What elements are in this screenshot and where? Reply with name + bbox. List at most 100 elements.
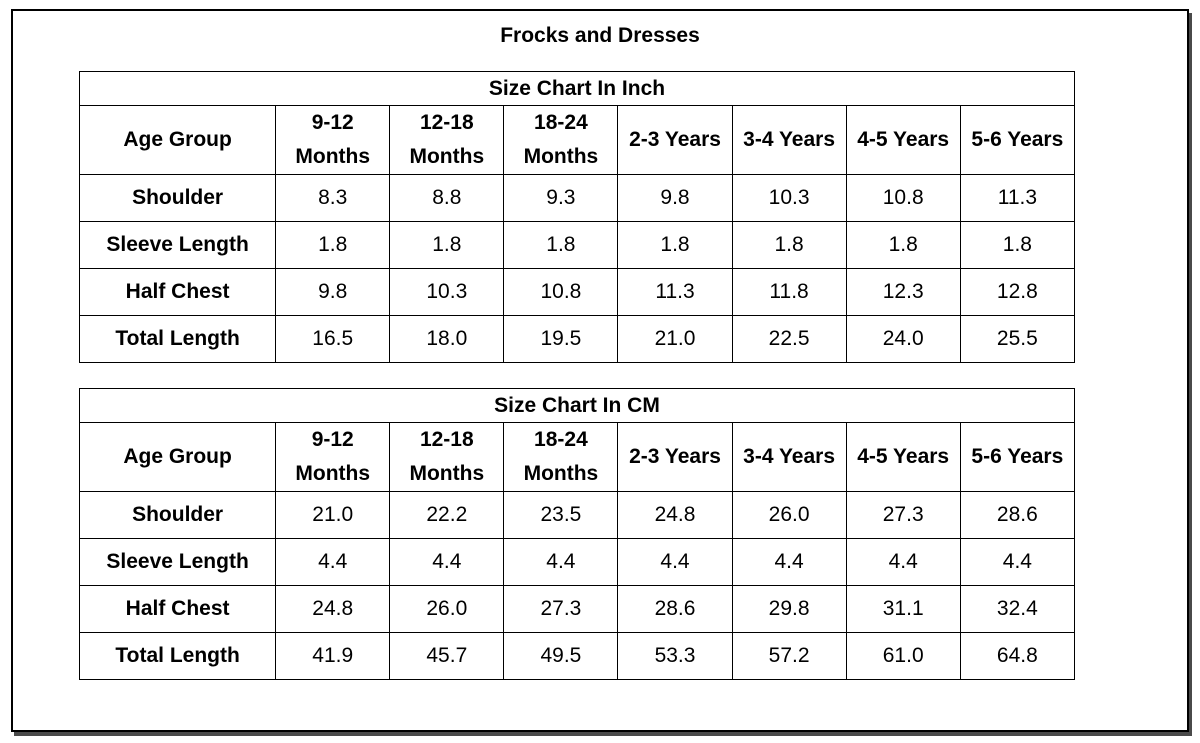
age-column-header: 9-12 Months — [275, 105, 391, 175]
measurement-cell: 10.3 — [731, 174, 847, 222]
table-caption: Size Chart In CM — [79, 388, 1075, 423]
age-column-header-line: 2-3 Years — [629, 128, 721, 151]
age-column-header-line: 4-5 Years — [857, 445, 950, 468]
age-column-header-line: 18-24 — [534, 111, 588, 134]
header-row: Age Group 9-12 Months 12-18 Months 18-24 Month… — [78, 105, 1076, 175]
row-label: Total Length — [78, 632, 277, 680]
measurement-cell: 10.8 — [503, 268, 619, 316]
table-row: Total Length 41.9 45.7 49.5 53.3 57.2 61.0 64.8 — [78, 632, 1076, 680]
age-column-header-line: Months — [409, 462, 485, 485]
age-column-header: 4-5 Years — [845, 422, 961, 492]
age-column-header-line: Months — [523, 145, 599, 168]
table-row: Total Length 16.5 18.0 19.5 21.0 22.5 24.0 25.5 — [78, 315, 1076, 363]
measurement-cell: 9.8 — [275, 268, 391, 316]
measurement-cell: 49.5 — [503, 632, 619, 680]
measurement-cell: 64.8 — [959, 632, 1076, 680]
measurement-cell: 24.8 — [617, 491, 733, 539]
age-column-header-line: Months — [523, 462, 599, 485]
measurement-cell: 8.8 — [389, 174, 505, 222]
header-row: Age Group 9-12 Months 12-18 Months 18-24 Month… — [78, 422, 1076, 492]
measurement-cell: 1.8 — [959, 221, 1076, 269]
measurement-cell: 18.0 — [389, 315, 505, 363]
measurement-cell: 28.6 — [959, 491, 1076, 539]
measurement-cell: 22.2 — [389, 491, 505, 539]
measurement-cell: 24.8 — [275, 585, 391, 633]
measurement-cell: 8.3 — [275, 174, 391, 222]
measurement-cell: 26.0 — [731, 491, 847, 539]
measurement-cell: 4.4 — [617, 538, 733, 586]
row-label: Sleeve Length — [78, 221, 277, 269]
measurement-cell: 1.8 — [617, 221, 733, 269]
measurement-cell: 19.5 — [503, 315, 619, 363]
row-label: Half Chest — [78, 585, 277, 633]
measurement-cell: 45.7 — [389, 632, 505, 680]
measurement-cell: 29.8 — [731, 585, 847, 633]
age-column-header-line: 9-12 — [311, 111, 354, 134]
measurement-cell: 4.4 — [845, 538, 961, 586]
measurement-cell: 22.5 — [731, 315, 847, 363]
age-column-header: 5-6 Years — [959, 422, 1076, 492]
measurement-cell: 26.0 — [389, 585, 505, 633]
age-column-header: 3-4 Years — [731, 422, 847, 492]
measurement-cell: 61.0 — [845, 632, 961, 680]
age-column-header: 18-24 Months — [503, 422, 619, 492]
document-frame: Frocks and Dresses Size Chart In Inch Ag… — [11, 9, 1189, 732]
age-column-header: 12-18 Months — [389, 422, 505, 492]
row-label: Half Chest — [78, 268, 277, 316]
measurement-cell: 27.3 — [845, 491, 961, 539]
age-column-header-line: 5-6 Years — [971, 445, 1064, 468]
measurement-cell: 25.5 — [959, 315, 1076, 363]
measurement-cell: 27.3 — [503, 585, 619, 633]
measurement-cell: 1.8 — [503, 221, 619, 269]
row-label: Sleeve Length — [78, 538, 277, 586]
table-row: Shoulder 8.3 8.8 9.3 9.8 10.3 10.8 11.3 — [78, 174, 1076, 222]
measurement-cell: 16.5 — [275, 315, 391, 363]
age-column-header-line: 5-6 Years — [971, 128, 1064, 151]
table-row: Half Chest 24.8 26.0 27.3 28.6 29.8 31.1 32.4 — [78, 585, 1076, 633]
table-row: Sleeve Length 4.4 4.4 4.4 4.4 4.4 4.4 4.4 — [78, 538, 1076, 586]
measurement-cell: 12.3 — [845, 268, 961, 316]
measurement-cell: 9.8 — [617, 174, 733, 222]
measurement-cell: 32.4 — [959, 585, 1076, 633]
measurement-cell: 10.8 — [845, 174, 961, 222]
measurement-cell: 11.3 — [617, 268, 733, 316]
size-chart-cm-table: Size Chart In CM Age Group 9-12 Months 12-1… — [78, 388, 1076, 680]
measurement-cell: 31.1 — [845, 585, 961, 633]
measurement-cell: 12.8 — [959, 268, 1076, 316]
row-label: Total Length — [78, 315, 277, 363]
age-column-header-line: 3-4 Years — [743, 128, 836, 151]
age-column-header-line: Months — [409, 145, 485, 168]
measurement-cell: 9.3 — [503, 174, 619, 222]
measurement-cell: 28.6 — [617, 585, 733, 633]
age-column-header-line: Months — [295, 145, 371, 168]
age-column-header: 5-6 Years — [959, 105, 1076, 175]
age-column-header: 2-3 Years — [617, 422, 733, 492]
age-column-header: 3-4 Years — [731, 105, 847, 175]
age-group-header: Age Group — [78, 105, 277, 175]
age-column-header-line: 2-3 Years — [629, 445, 721, 468]
measurement-cell: 21.0 — [275, 491, 391, 539]
measurement-cell: 57.2 — [731, 632, 847, 680]
measurement-cell: 4.4 — [503, 538, 619, 586]
row-label: Shoulder — [78, 174, 277, 222]
measurement-cell: 41.9 — [275, 632, 391, 680]
age-column-header-line: 4-5 Years — [857, 128, 950, 151]
measurement-cell: 4.4 — [959, 538, 1076, 586]
age-column-header: 4-5 Years — [845, 105, 961, 175]
measurement-cell: 10.3 — [389, 268, 505, 316]
measurement-cell: 1.8 — [389, 221, 505, 269]
age-column-header-line: 12-18 — [419, 111, 474, 134]
age-column-header-line: 9-12 — [311, 428, 354, 451]
measurement-cell: 1.8 — [845, 221, 961, 269]
measurement-cell: 4.4 — [731, 538, 847, 586]
age-group-header: Age Group — [78, 422, 277, 492]
row-label: Shoulder — [78, 491, 277, 539]
age-column-header: 18-24 Months — [503, 105, 619, 175]
age-column-header-line: 18-24 — [534, 428, 588, 451]
table-row: Sleeve Length 1.8 1.8 1.8 1.8 1.8 1.8 1.8 — [78, 221, 1076, 269]
age-column-header: 12-18 Months — [389, 105, 505, 175]
table-row: Half Chest 9.8 10.3 10.8 11.3 11.8 12.3 12.8 — [78, 268, 1076, 316]
measurement-cell: 53.3 — [617, 632, 733, 680]
measurement-cell: 24.0 — [845, 315, 961, 363]
age-column-header: 2-3 Years — [617, 105, 733, 175]
